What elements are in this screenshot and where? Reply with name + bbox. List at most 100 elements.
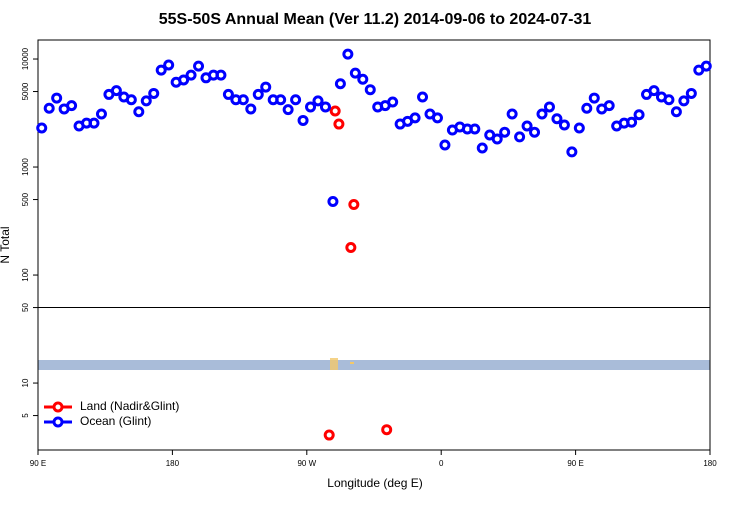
map-ocean-band: [38, 360, 710, 370]
point: [566, 146, 578, 158]
series: [323, 105, 393, 441]
legend-marker: [52, 401, 64, 413]
point: [626, 116, 638, 128]
legend-label: Ocean (Glint): [80, 414, 151, 428]
point: [148, 87, 160, 99]
y-tick-label: 1000: [21, 158, 30, 176]
point: [381, 424, 393, 436]
x-tick-label: 180: [166, 459, 180, 468]
x-tick-label: 180: [703, 459, 717, 468]
point: [348, 198, 360, 210]
point: [439, 139, 451, 151]
point: [581, 102, 593, 114]
point: [506, 108, 518, 120]
x-tick-label: 90 E: [567, 459, 583, 468]
point: [193, 60, 205, 72]
point: [551, 113, 563, 125]
y-tick-label: 10000: [21, 47, 30, 70]
point: [51, 92, 63, 104]
point: [133, 106, 145, 118]
point: [700, 60, 712, 72]
point: [349, 67, 361, 79]
y-tick-label: 500: [21, 192, 30, 206]
point: [603, 100, 615, 112]
point: [329, 105, 341, 117]
point: [178, 74, 190, 86]
point: [648, 85, 660, 97]
point: [95, 108, 107, 120]
y-tick-label: 10: [21, 378, 30, 387]
point: [357, 73, 369, 85]
point: [43, 102, 55, 114]
x-tick-label: 90 W: [297, 459, 316, 468]
point: [633, 109, 645, 121]
x-tick-label: 0: [439, 459, 444, 468]
y-tick-label: 5000: [21, 82, 30, 100]
point: [185, 69, 197, 81]
point: [469, 123, 481, 135]
y-tick-label: 5: [21, 413, 30, 418]
point: [663, 94, 675, 106]
point: [558, 119, 570, 131]
point: [334, 78, 346, 90]
point: [323, 429, 335, 441]
point: [431, 112, 443, 124]
point: [333, 118, 345, 130]
x-axis-label: Longitude (deg E): [327, 476, 422, 490]
point: [536, 108, 548, 120]
point: [282, 104, 294, 116]
point: [529, 126, 541, 138]
y-axis-label: N Total: [0, 226, 12, 263]
point: [36, 122, 48, 134]
series: [36, 48, 712, 207]
y-tick-label: 50: [21, 303, 30, 312]
point: [237, 94, 249, 106]
point: [140, 95, 152, 107]
point: [588, 92, 600, 104]
legend-label: Land (Nadir&Glint): [80, 399, 179, 413]
point: [342, 48, 354, 60]
point: [678, 95, 690, 107]
point: [573, 122, 585, 134]
point: [685, 87, 697, 99]
map-strip: [38, 358, 710, 370]
point: [409, 112, 421, 124]
point: [222, 88, 234, 100]
x-tick-label: 90 E: [30, 459, 46, 468]
point: [245, 103, 257, 115]
point: [110, 85, 122, 97]
point: [290, 94, 302, 106]
chart-title: 55S-50S Annual Mean (Ver 11.2) 2014-09-0…: [159, 11, 592, 28]
point: [260, 81, 272, 93]
point: [297, 114, 309, 126]
point: [499, 126, 511, 138]
point: [514, 131, 526, 143]
point: [345, 241, 357, 253]
y-tick-label: 100: [21, 268, 30, 282]
point: [491, 133, 503, 145]
point: [319, 101, 331, 113]
point: [521, 120, 533, 132]
point: [88, 117, 100, 129]
point: [66, 100, 78, 112]
map-land: [330, 358, 338, 370]
point: [543, 101, 555, 113]
point: [252, 88, 264, 100]
point: [163, 59, 175, 71]
point: [417, 91, 429, 103]
point: [327, 195, 339, 207]
point: [305, 101, 317, 113]
plot-frame: [37, 39, 711, 451]
point: [387, 96, 399, 108]
map-land: [350, 362, 354, 364]
point: [155, 64, 167, 76]
legend-marker: [52, 416, 64, 428]
point: [670, 106, 682, 118]
point: [215, 69, 227, 81]
point: [312, 95, 324, 107]
point: [364, 84, 376, 96]
point: [125, 94, 137, 106]
point: [476, 142, 488, 154]
